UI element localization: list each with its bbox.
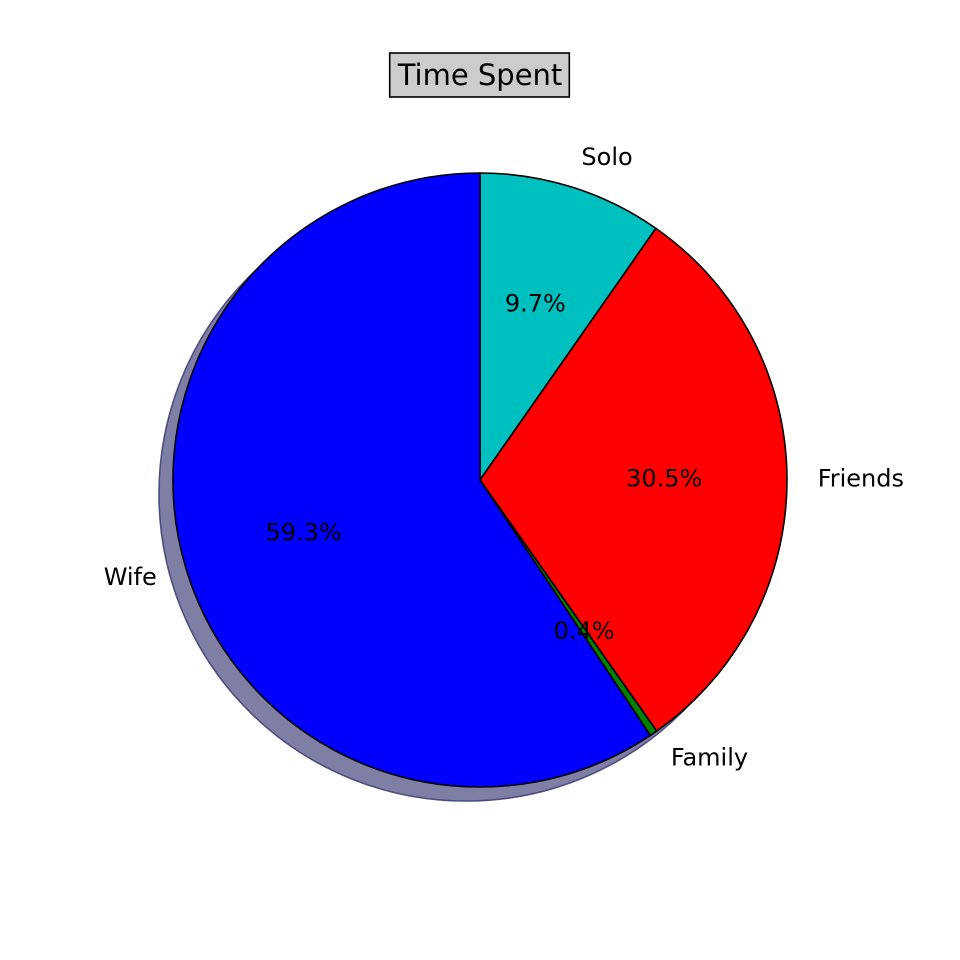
pie-percent-labels: 9.7% 30.5% 0.4% 59.3%: [266, 289, 703, 645]
percent-label-family: 0.4%: [554, 617, 615, 645]
pie-slice-labels: Solo Friends Family Wife: [104, 143, 904, 772]
slice-label-wife: Wife: [104, 563, 157, 591]
pie-slice-friends: [479, 227, 788, 732]
slice-label-friends: Friends: [818, 464, 904, 492]
pie-slice-solo: [479, 172, 657, 481]
pie-slice-wife: [172, 172, 652, 788]
chart-title-group: Time Spent: [388, 52, 571, 98]
chart-title-box: [388, 52, 571, 98]
pie-slices: [172, 172, 788, 788]
slice-label-family: Family: [671, 744, 748, 772]
chart-title: Time Spent: [397, 58, 563, 92]
slice-label-solo: Solo: [581, 143, 632, 171]
percent-label-friends: 30.5%: [626, 465, 702, 493]
percent-label-wife: 59.3%: [266, 518, 342, 546]
percent-label-solo: 9.7%: [505, 289, 566, 317]
